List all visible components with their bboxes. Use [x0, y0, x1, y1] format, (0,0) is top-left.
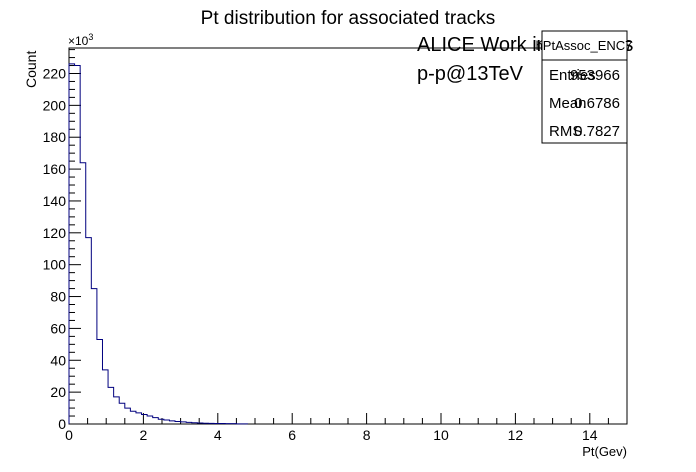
x-tick-label: 0 [65, 427, 73, 443]
y-tick-label: 0 [58, 416, 66, 432]
y-tick-label: 200 [43, 97, 67, 113]
y-tick-label: 220 [43, 65, 67, 81]
y-tick-label: 20 [50, 384, 66, 400]
y-tick-label: 160 [43, 161, 67, 177]
y-tick-label: 140 [43, 193, 67, 209]
y-tick-label: 120 [43, 225, 67, 241]
x-axis-label: Pt(Gev) [582, 444, 627, 459]
x-tick-label: 10 [433, 427, 449, 443]
stats-entries-value: 953966 [570, 67, 620, 84]
stats-entries-label: Entries [549, 67, 596, 84]
x-tick-label: 6 [288, 427, 296, 443]
x-tick-label: 4 [214, 427, 222, 443]
collision-system-label: p-p@13TeV [417, 63, 524, 85]
y-tick-label: 180 [43, 129, 67, 145]
x-tick-label: 14 [582, 427, 598, 443]
y-tick-label: 40 [50, 352, 66, 368]
y-tick-label: 60 [50, 320, 66, 336]
stats-mean-label: Mean [549, 95, 587, 112]
stats-box: hPtAssoc_ENC7 Entries 953966 Mean 0.6786… [536, 30, 633, 144]
x-tick-label: 12 [508, 427, 524, 443]
stats-mean-value: 0.6786 [574, 95, 620, 112]
stats-rms-value: 0.7827 [574, 123, 620, 140]
y-tick-label: 100 [43, 257, 67, 273]
histogram-series-line [68, 63, 249, 425]
y-tick-label: 80 [50, 289, 66, 305]
x-axis: 0 2 4 6 8 10 12 14 [65, 413, 628, 443]
y-axis: 0 20 40 60 80 100 120 140 160 180 200 220 [43, 49, 81, 432]
chart-title: Pt distribution for associated tracks [201, 8, 496, 29]
y-axis-label: Count [23, 51, 39, 88]
stats-rms-label: RMS [549, 123, 582, 140]
stats-box-frame [541, 30, 628, 144]
x-tick-label: 2 [140, 427, 148, 443]
x-tick-label: 8 [363, 427, 371, 443]
stats-box-name: hPtAssoc_ENC7 [536, 38, 633, 53]
y-axis-multiplier: ×103 [68, 32, 93, 48]
